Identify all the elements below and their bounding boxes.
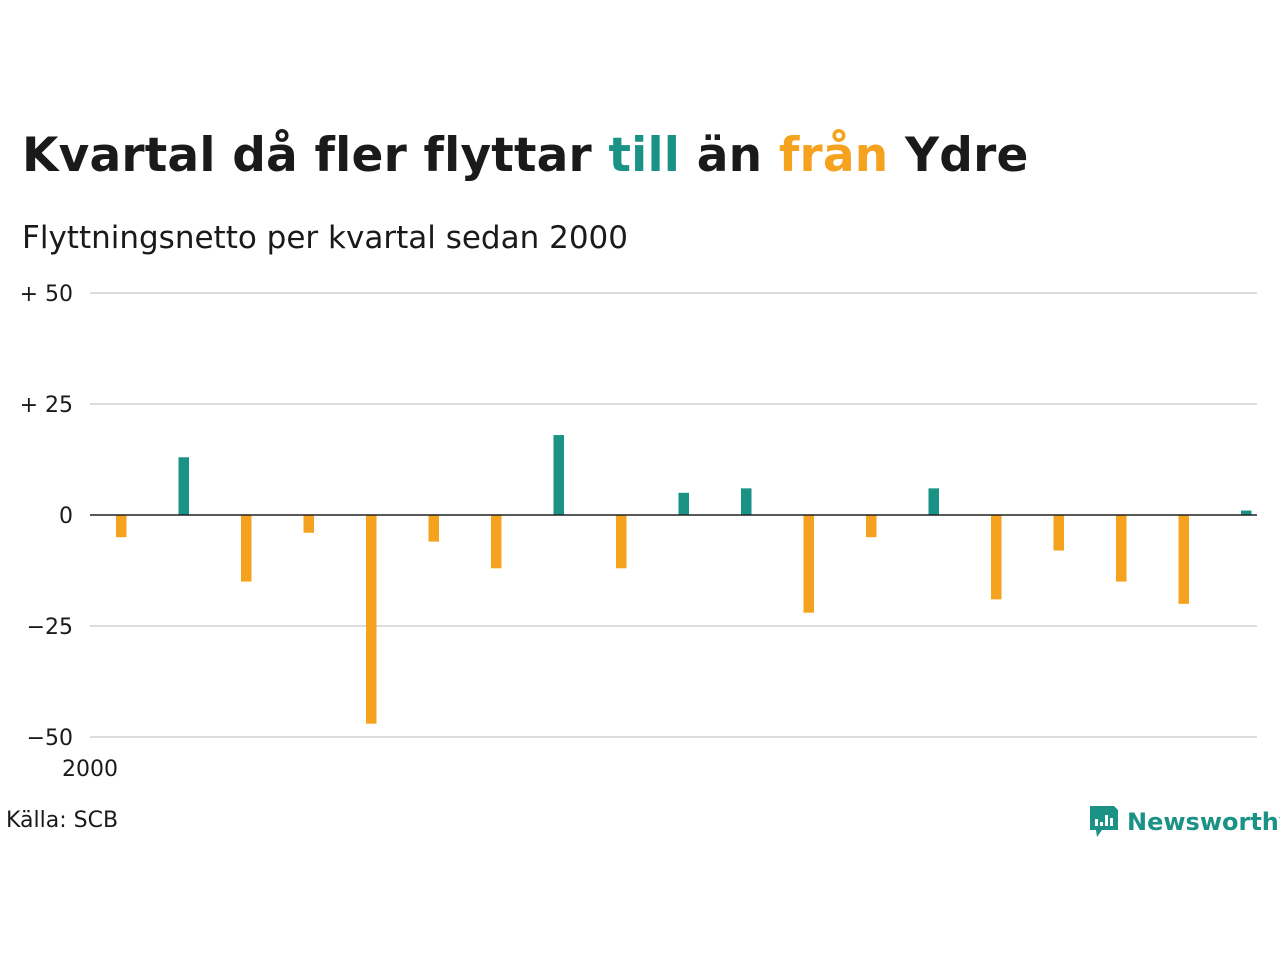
bar-positive [178, 457, 189, 515]
y-tick-label: −25 [27, 615, 73, 640]
brand-name: Newsworthy [1127, 808, 1280, 836]
y-tick-label: + 25 [20, 393, 73, 418]
y-tick-label: −50 [27, 726, 73, 751]
bar-negative [1178, 515, 1189, 604]
y-axis-ticks: + 50 + 25 0 −25 −50 [20, 282, 73, 751]
bar-negative [303, 515, 314, 533]
bar-positive [553, 435, 564, 515]
newsworthy-logo-icon [1090, 806, 1118, 837]
bar-negative [616, 515, 627, 569]
title-part-2: än [696, 128, 763, 183]
chart-subtitle: Flyttningsnetto per kvartal sedan 2000 [22, 220, 628, 256]
bar-negative [241, 515, 252, 582]
title-part-3: Ydre [905, 128, 1029, 183]
chart-title: Kvartal då fler flyttar till än från Ydr… [22, 128, 1029, 183]
bar-negative [428, 515, 439, 542]
bar-positive [741, 488, 752, 515]
source-note: Källa: SCB [6, 808, 119, 833]
bar-positive [928, 488, 939, 515]
title-part-1: Kvartal då fler flyttar [22, 128, 592, 183]
bar-negative [366, 515, 377, 724]
bar-chart: + 50 + 25 0 −25 −50 20002005201020152020 [20, 282, 1257, 782]
bar-negative [116, 515, 127, 538]
bar-negative [1116, 515, 1127, 582]
bar-negative [491, 515, 502, 569]
x-axis-ticks: 20002005201020152020 [62, 757, 118, 782]
gridlines [90, 292, 1257, 738]
bar-negative [991, 515, 1002, 600]
x-tick-label: 2000 [62, 757, 118, 782]
title-highlight-till: till [608, 128, 681, 183]
bar-negative [1053, 515, 1064, 551]
bar-negative [866, 515, 877, 538]
bar-negative [803, 515, 814, 613]
y-tick-label: 0 [59, 504, 73, 529]
bar-positive [1241, 510, 1252, 515]
bar-positive [678, 492, 689, 515]
bars [116, 435, 1252, 724]
y-tick-label: + 50 [20, 282, 73, 307]
title-highlight-fran: från [778, 128, 889, 183]
brand-logo: Newsworthy [1088, 804, 1280, 840]
